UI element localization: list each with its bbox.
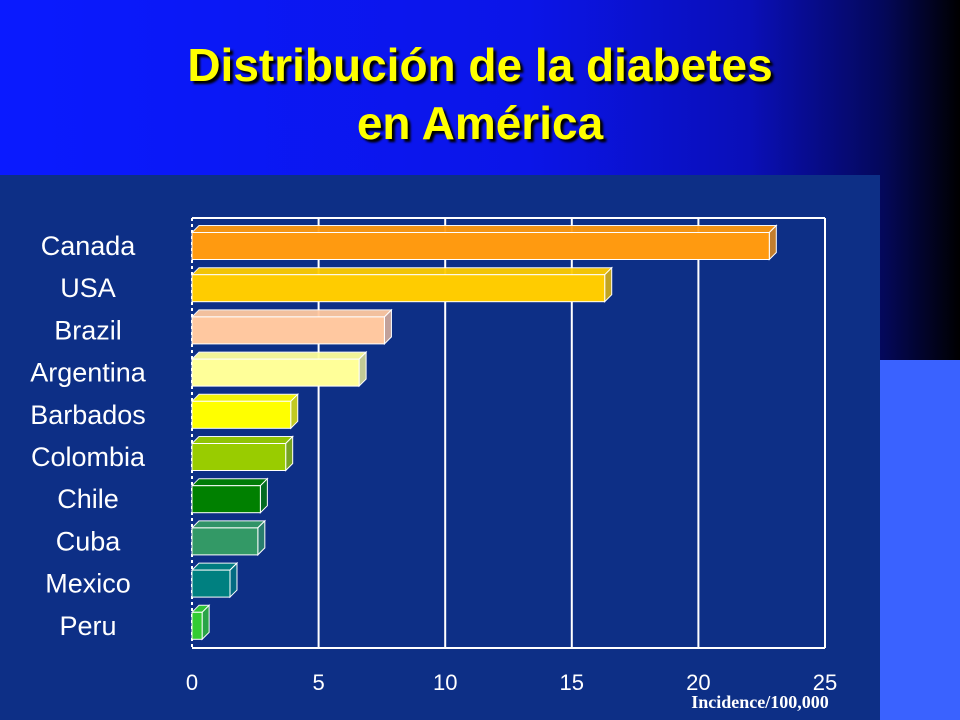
- bar-top-face: [190, 267, 613, 276]
- category-label: Chile: [57, 484, 119, 514]
- x-tick-label: 25: [813, 670, 837, 695]
- x-axis-label: Incidence/100,000: [691, 692, 829, 712]
- decorative-corner-shape: [880, 360, 960, 720]
- category-label: Cuba: [56, 526, 122, 556]
- bar: [191, 232, 770, 260]
- slide-title: Distribución de la diabetes en América: [0, 36, 960, 152]
- bar-top-face: [190, 478, 269, 487]
- category-label: USA: [60, 273, 116, 303]
- x-tick-label: 10: [433, 670, 457, 695]
- x-tick-label: 5: [312, 670, 324, 695]
- bar: [191, 611, 203, 640]
- bar: [191, 316, 385, 345]
- bar-top-face: [190, 520, 267, 529]
- bar: [191, 274, 606, 303]
- bar-top-face: [190, 351, 368, 360]
- category-label: Colombia: [31, 442, 146, 472]
- category-label: Mexico: [45, 569, 131, 599]
- category-label: Brazil: [54, 315, 122, 345]
- category-label: Peru: [59, 611, 116, 641]
- bar-top-face: [190, 309, 393, 318]
- slide-title-line-2: en América: [356, 97, 604, 149]
- bar-top-face: [190, 393, 299, 402]
- x-tick-label: 20: [686, 670, 710, 695]
- category-label: Canada: [41, 231, 137, 261]
- category-label: Barbados: [30, 400, 146, 430]
- bar-top-face: [190, 562, 239, 571]
- bar-top-face: [190, 225, 778, 233]
- chart-panel: [0, 175, 880, 720]
- x-tick-label: 0: [186, 670, 198, 695]
- bar: [191, 400, 292, 429]
- bar: [191, 569, 231, 598]
- category-label: Argentina: [30, 358, 147, 388]
- bar: [191, 358, 360, 387]
- x-tick-label: 15: [560, 670, 584, 695]
- bar: [191, 443, 287, 471]
- bar: [191, 527, 259, 556]
- slide-title-line-1: Distribución de la diabetes: [187, 39, 773, 91]
- bar: [191, 485, 261, 514]
- bar-top-face: [190, 436, 294, 444]
